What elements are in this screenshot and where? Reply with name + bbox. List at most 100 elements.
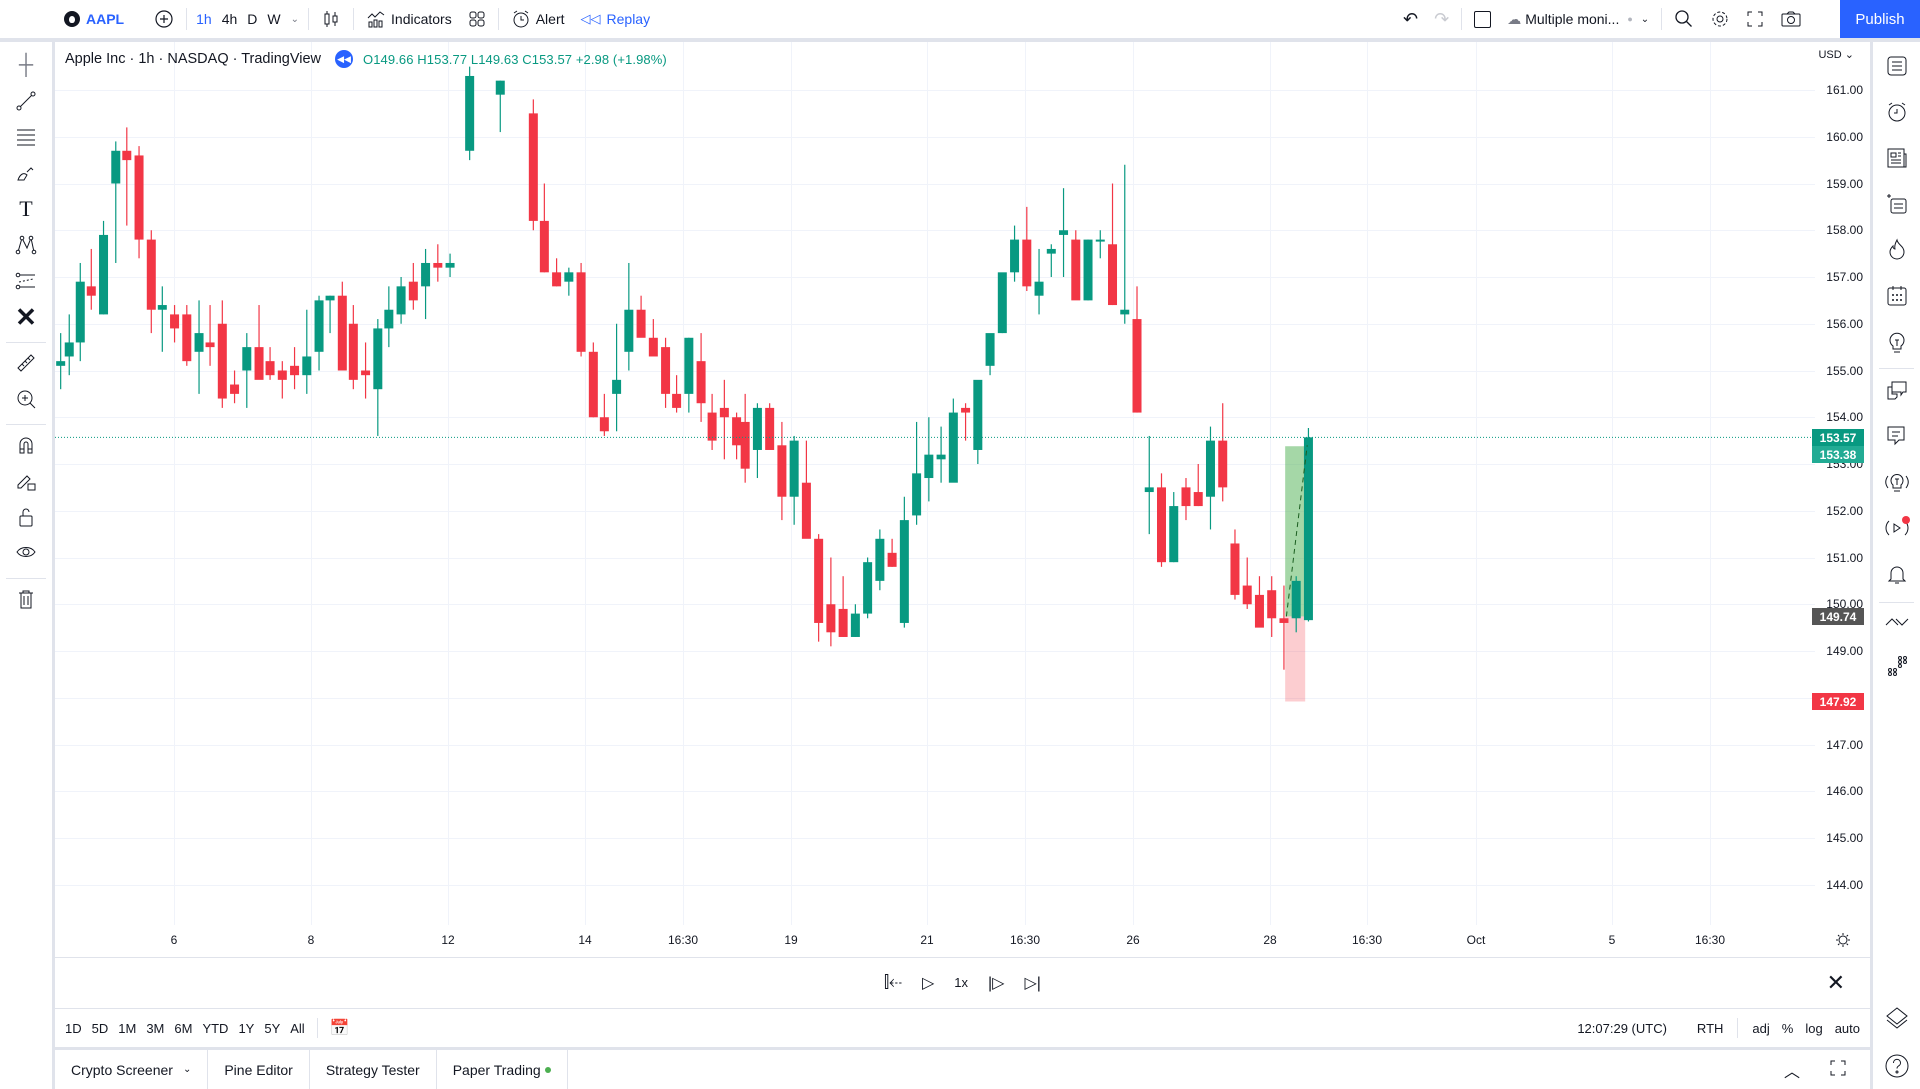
pattern-icon[interactable]	[13, 232, 39, 258]
layout-select-button[interactable]	[1466, 0, 1499, 38]
trash-icon[interactable]	[13, 586, 39, 612]
remove-drawing-x-icon[interactable]: ✕	[15, 301, 37, 332]
chart-type-button[interactable]	[313, 0, 349, 38]
notifications-bell-icon[interactable]	[1883, 560, 1911, 588]
collapse-chevrons-icon[interactable]	[1883, 608, 1911, 636]
interval-d[interactable]: D	[247, 11, 258, 27]
calendar-icon[interactable]	[1883, 282, 1911, 310]
time-tick: 5	[1608, 933, 1616, 947]
time-tick: Oct	[1466, 933, 1486, 947]
connected-dot-icon	[544, 1066, 551, 1073]
alert-button[interactable]: Alert	[503, 0, 573, 38]
price-tag: 147.92	[1812, 693, 1864, 711]
symbol-label: AAPL	[86, 11, 125, 27]
add-list-icon[interactable]	[1883, 190, 1911, 218]
candlestick-series[interactable]	[55, 42, 1815, 925]
search-button[interactable]	[1666, 0, 1702, 38]
range-1d[interactable]: 1D	[65, 1020, 82, 1036]
time-tick: 28	[1263, 933, 1277, 947]
range-all[interactable]: All	[290, 1020, 305, 1036]
replay-mode-icon[interactable]: ◀◀	[335, 50, 354, 68]
interval-4h[interactable]: 4h	[221, 11, 238, 27]
lock-drawings-icon[interactable]	[13, 468, 39, 494]
object-tree-layers-icon[interactable]	[1883, 1004, 1911, 1032]
price-tick: 160.00	[1826, 129, 1863, 144]
watchlist-icon[interactable]	[1883, 52, 1911, 80]
tab-paper-trading[interactable]: Paper Trading	[437, 1050, 568, 1089]
brush-icon[interactable]	[13, 160, 39, 186]
magnet-icon[interactable]	[13, 432, 39, 458]
alerts-clock-icon[interactable]	[1883, 98, 1911, 126]
expand-panel-chevron-up-icon[interactable]: ︿	[1783, 1063, 1800, 1081]
replay-speed-button[interactable]: 1x	[954, 975, 969, 990]
jump-to-realtime-icon[interactable]: ▷|	[1024, 974, 1041, 992]
snapshot-button[interactable]	[1772, 0, 1810, 38]
time-axis[interactable]: 6 8 12 14 16:30 19 21 16:30 26 28 16:30 Oct 5 16:30	[55, 925, 1815, 955]
cloud-layout-dropdown[interactable]: ☁ Multiple moni... ● ⌄	[1507, 10, 1650, 28]
ideas-lightbulb-icon[interactable]	[1883, 328, 1911, 356]
publish-button[interactable]: Publish	[1840, 0, 1920, 38]
goto-date-icon[interactable]: 📅	[329, 1020, 350, 1037]
price-tick: 156.00	[1826, 316, 1863, 331]
adj-toggle[interactable]: adj	[1752, 1020, 1770, 1036]
range-3m[interactable]: 3M	[146, 1020, 165, 1036]
price-tick: 149.00	[1826, 644, 1863, 658]
tab-pine-editor[interactable]: Pine Editor	[208, 1050, 310, 1089]
range-5d[interactable]: 5D	[91, 1020, 109, 1036]
compare-symbol-button[interactable]	[146, 0, 182, 38]
symbol-search-button[interactable]: AAPL	[56, 0, 132, 38]
hide-drawings-eye-icon[interactable]	[13, 540, 39, 566]
step-forward-icon[interactable]: |▷	[988, 974, 1005, 992]
templates-button[interactable]	[460, 0, 494, 38]
news-icon[interactable]	[1883, 144, 1911, 172]
close-replay-icon[interactable]: ✕	[1826, 969, 1845, 995]
legend-title: Apple Inc · 1h · NASDAQ · TradingView	[65, 51, 322, 67]
interval-w[interactable]: W	[267, 11, 281, 27]
maximize-panel-icon[interactable]	[1830, 1060, 1846, 1079]
unlock-icon[interactable]	[13, 504, 39, 530]
range-1y[interactable]: 1Y	[238, 1020, 255, 1036]
log-toggle[interactable]: log	[1805, 1020, 1823, 1036]
select-bar-icon[interactable]: ⫿⇠	[884, 973, 902, 991]
prediction-icon[interactable]	[13, 268, 39, 294]
live-stream-icon[interactable]	[1883, 514, 1911, 542]
session-toggle[interactable]: RTH	[1696, 1020, 1724, 1036]
undo-button[interactable]: ↶	[1395, 0, 1426, 38]
settings-button[interactable]	[1702, 0, 1738, 38]
currency-selector[interactable]: USD ⌄	[1818, 49, 1854, 61]
text-tool-icon[interactable]: T	[19, 196, 33, 221]
dom-dots-icon[interactable]	[1883, 652, 1911, 680]
trend-line-icon[interactable]	[13, 88, 39, 114]
messages-icon[interactable]	[1883, 422, 1911, 450]
ruler-icon[interactable]	[13, 350, 39, 376]
range-5y[interactable]: 5Y	[264, 1020, 281, 1036]
range-6m[interactable]: 6M	[174, 1020, 193, 1036]
play-icon[interactable]: ▷	[921, 974, 935, 992]
range-1m[interactable]: 1M	[118, 1020, 137, 1036]
streams-lightbulb-icon[interactable]	[1883, 468, 1911, 496]
hotlists-flame-icon[interactable]	[1883, 236, 1911, 264]
replay-button[interactable]: ◁◁ Replay	[573, 0, 659, 38]
tab-crypto-screener[interactable]: Crypto Screener ⌄	[55, 1050, 209, 1089]
indicators-button[interactable]: Indicators	[358, 0, 460, 38]
chart-pane[interactable]: Apple Inc · 1h · NASDAQ · TradingView ◀◀…	[55, 42, 1870, 1047]
help-icon[interactable]	[1883, 1052, 1911, 1080]
percent-toggle[interactable]: %	[1781, 1020, 1794, 1036]
tab-strategy-tester[interactable]: Strategy Tester	[310, 1050, 437, 1089]
crosshair-icon[interactable]: ┼	[18, 53, 34, 76]
range-ytd[interactable]: YTD	[202, 1020, 229, 1036]
fullscreen-button[interactable]	[1738, 0, 1772, 38]
zoom-in-icon[interactable]	[13, 386, 39, 412]
interval-dropdown-chevron-icon[interactable]: ⌄	[290, 13, 300, 25]
price-tick: 159.00	[1826, 176, 1863, 191]
interval-1h[interactable]: 1h	[196, 11, 212, 27]
price-axis[interactable]: USD ⌄ 161.00 160.00 159.00 158.00 157.00 156.…	[1812, 42, 1870, 925]
chats-icon[interactable]	[1883, 376, 1911, 404]
fib-lines-icon[interactable]	[13, 124, 39, 150]
cloud-icon: ☁	[1507, 10, 1522, 27]
auto-toggle[interactable]: auto	[1834, 1020, 1860, 1036]
axis-settings-button[interactable]	[1815, 925, 1870, 955]
redo-button[interactable]: ↷	[1426, 0, 1457, 38]
utc-clock[interactable]: 12:07:29 (UTC)	[1577, 1020, 1667, 1036]
time-tick: 21	[920, 933, 934, 947]
